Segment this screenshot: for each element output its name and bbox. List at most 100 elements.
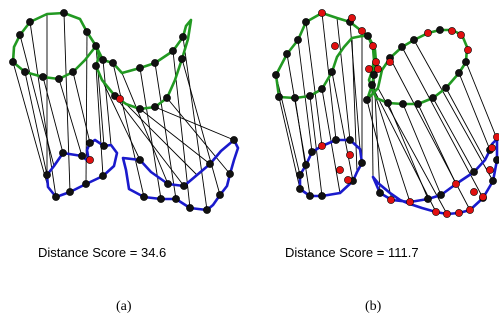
outlier-point-b <box>457 31 465 39</box>
sample-point-a <box>92 42 100 50</box>
outlier-point-b <box>493 133 499 141</box>
blue-contour-b <box>298 138 364 198</box>
correspondence-line-b <box>275 74 301 176</box>
sample-point-b <box>376 189 384 197</box>
outlier-point-b <box>455 209 463 217</box>
correspondence-line-b <box>331 71 354 182</box>
outlier-point-b <box>424 29 432 37</box>
sample-point-a <box>26 18 34 26</box>
sample-point-b <box>318 85 326 93</box>
sample-point-a <box>9 58 17 66</box>
sample-point-a <box>140 193 148 201</box>
sample-point-b <box>410 36 418 44</box>
blue-contour-a <box>121 138 240 212</box>
outlier-point-b <box>470 188 478 196</box>
sample-point-b <box>306 92 314 100</box>
correspondence-line-b <box>286 53 307 166</box>
outlier-point-b <box>486 166 494 174</box>
sample-point-b <box>296 185 304 193</box>
outlier-point-a <box>86 156 94 164</box>
sample-point-a <box>186 204 194 212</box>
correspondence-line-a <box>114 95 185 187</box>
outlier-point-b <box>488 144 496 152</box>
sample-point-b <box>493 156 499 164</box>
sample-point-a <box>203 206 211 214</box>
distance-score-a: Distance Score = 34.6 <box>38 245 167 260</box>
sample-point-a <box>43 171 51 179</box>
sample-point-b <box>296 171 304 179</box>
sample-point-a <box>16 31 24 39</box>
sample-point-a <box>21 68 29 76</box>
sample-point-b <box>291 94 299 102</box>
sample-point-a <box>39 73 47 81</box>
outlier-point-b <box>318 9 326 17</box>
sample-point-b <box>436 26 444 34</box>
caption-a: (a) <box>116 299 132 314</box>
correspondence-line-b <box>349 21 361 150</box>
correspondence-line-b <box>366 99 393 201</box>
sample-point-b <box>272 71 280 79</box>
sample-point-b <box>275 93 283 101</box>
outlier-point-b <box>466 206 474 214</box>
correspondence-line-a <box>101 79 141 161</box>
sample-point-b <box>470 168 478 176</box>
sample-point-a <box>163 94 171 102</box>
sample-point-b <box>370 71 378 79</box>
sample-point-b <box>437 191 445 199</box>
sample-point-b <box>364 32 372 40</box>
correspondence-line-a <box>95 65 104 177</box>
correspondence-line-a <box>166 97 231 175</box>
correspondence-line-b <box>413 39 494 182</box>
correspondence-line-b <box>402 103 442 196</box>
correspondence-line-a <box>19 34 55 167</box>
sample-point-a <box>109 59 117 67</box>
correspondence-line-b <box>375 97 411 203</box>
sample-point-b <box>414 100 422 108</box>
sample-point-a <box>136 105 144 113</box>
sample-point-a <box>172 195 180 203</box>
sample-point-a <box>164 180 172 188</box>
correspondence-line-b <box>377 87 448 215</box>
sample-point-b <box>368 81 376 89</box>
sample-point-b <box>424 195 432 203</box>
sample-point-b <box>384 99 392 107</box>
sample-point-a <box>169 47 177 55</box>
correspondence-line-a <box>72 71 91 144</box>
sample-point-a <box>86 139 94 147</box>
sample-point-a <box>55 75 63 83</box>
correspondence-line-b <box>401 46 484 199</box>
outlier-point-a <box>116 95 124 103</box>
sample-point-a <box>83 28 91 36</box>
sample-point-a <box>69 68 77 76</box>
correspondence-line-a <box>154 62 177 200</box>
sample-point-a <box>100 142 108 150</box>
sample-point-b <box>489 177 497 185</box>
outlier-point-b <box>346 151 354 159</box>
sample-point-a <box>216 191 224 199</box>
outlier-point-b <box>448 27 456 35</box>
correspondence-line-a <box>58 78 83 157</box>
correspondence-line-b <box>309 95 323 197</box>
sample-point-b <box>306 192 314 200</box>
correspondence-line-a <box>154 106 235 141</box>
outlier-point-b <box>369 42 377 50</box>
sample-point-b <box>358 159 366 167</box>
sample-point-b <box>328 68 336 76</box>
outlier-point-b <box>344 176 352 184</box>
outlier-point-b <box>318 142 326 150</box>
correspondence-line-a <box>181 58 221 196</box>
sample-point-a <box>82 180 90 188</box>
correspondence-line-a <box>139 108 211 165</box>
correspondence-line-b <box>351 37 358 173</box>
sample-point-a <box>206 160 214 168</box>
sample-point-a <box>136 156 144 164</box>
correspondence-line-a <box>63 12 71 193</box>
outlier-point-b <box>479 193 487 201</box>
correspondence-line-b <box>305 21 323 147</box>
correspondence-line-b <box>432 97 475 173</box>
sample-point-b <box>398 43 406 51</box>
correspondence-line-b <box>371 84 374 178</box>
sample-point-a <box>60 9 68 17</box>
sample-point-a <box>178 55 186 63</box>
